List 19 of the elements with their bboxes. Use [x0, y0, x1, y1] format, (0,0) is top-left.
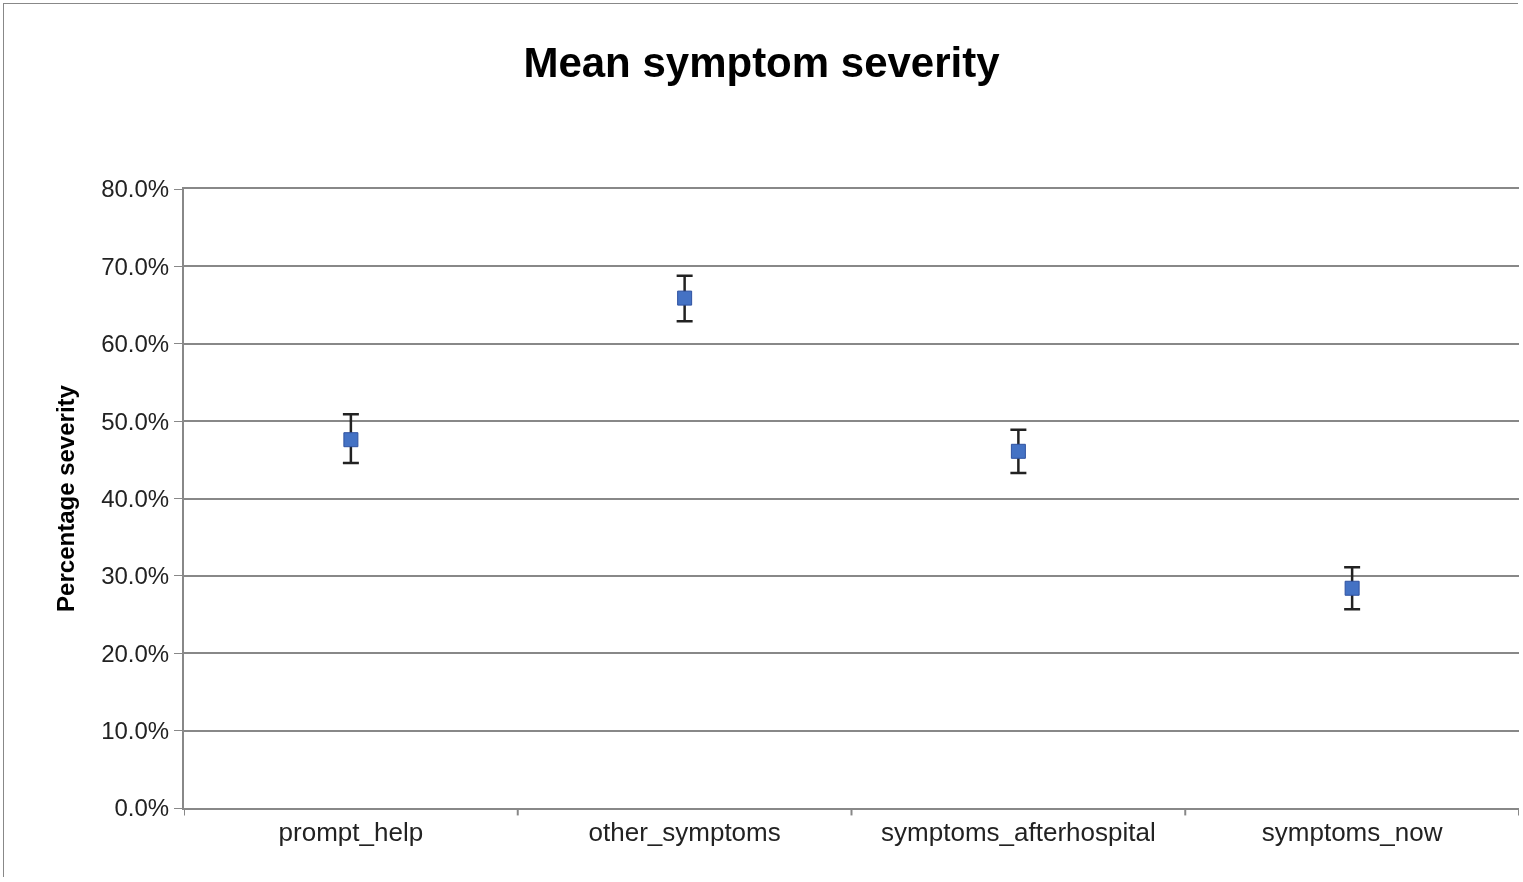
point [1344, 580, 1360, 596]
y-tick-label: 0.0% [114, 794, 170, 822]
chart-title: Mean symptom severity [523, 39, 1001, 87]
y-axis-title: Percentage severity [51, 384, 79, 612]
point [677, 290, 693, 306]
point [1010, 443, 1026, 459]
x-tick-label: other_symptoms [588, 817, 781, 848]
y-tick-label: 20.0% [101, 639, 170, 667]
y-tick-label: 10.0% [101, 717, 170, 745]
y-tick-label: 50.0% [101, 407, 170, 435]
y-tick-label: 80.0% [101, 175, 170, 203]
x-tick-label: symptoms_afterhospital [881, 817, 1156, 848]
y-tick-label: 40.0% [101, 484, 170, 512]
y-tick-label: 60.0% [101, 330, 170, 358]
y-tick-label: 70.0% [101, 252, 170, 280]
x-tick-label: symptoms_now [1261, 817, 1443, 848]
y-tick-label: 30.0% [101, 562, 170, 590]
x-tick-label: prompt_help [278, 817, 424, 848]
point [343, 432, 359, 448]
